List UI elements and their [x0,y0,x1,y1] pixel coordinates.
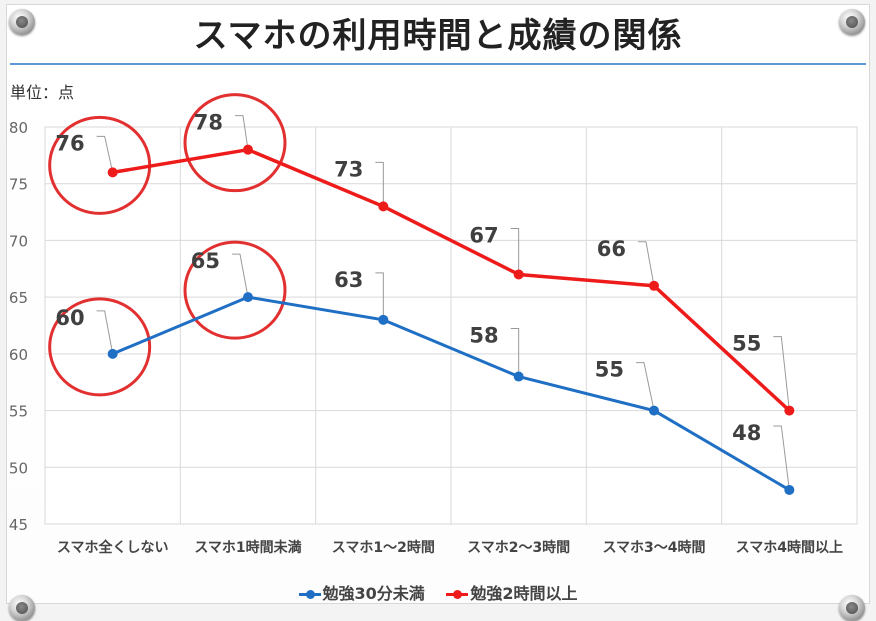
data-point [243,144,253,155]
data-point [649,280,659,291]
data-point [107,348,118,359]
legend: 勉強30分未満 勉強2時間以上 [0,580,876,604]
data-label: 76 [55,131,84,155]
legend-item-series-1[interactable]: 勉強30分未満 [298,580,425,604]
data-label: 63 [334,268,363,292]
data-point [513,269,524,280]
label-leader-line [510,328,520,377]
y-tick-label: 80 [9,119,28,137]
data-point [784,484,795,495]
label-leader-line [375,161,384,207]
data-label: 78 [194,111,223,135]
x-tick-label: スマホ2〜3時間 [467,539,570,556]
label-leader-line [773,336,790,411]
y-tick-label: 65 [9,289,28,307]
data-point [378,201,389,212]
data-label: 73 [334,157,363,181]
title-divider [10,63,866,65]
label-leader-line [636,362,655,411]
data-label: 66 [597,237,626,261]
data-label: 65 [191,249,220,273]
highlight-circle [183,93,287,193]
data-point [649,405,659,416]
y-tick-label: 55 [9,403,28,421]
data-label: 58 [469,324,498,348]
label-leader-line [96,310,114,354]
label-leader-line [96,135,114,173]
data-point [243,292,253,303]
x-tick-label: スマホ3〜4時間 [602,539,705,556]
legend-label: 勉強30分未満 [322,584,425,603]
y-tick-label: 60 [9,346,28,364]
x-tick-label: スマホ1時間未満 [194,539,301,556]
label-leader-line [510,227,520,275]
label-leader-line [375,272,384,320]
data-label: 55 [595,358,624,382]
x-tick-label: スマホ1〜2時間 [332,539,435,556]
chart-title: スマホの利用時間と成績の関係 [193,16,683,56]
data-point [107,167,118,178]
x-tick-label: スマホ4時間以上 [736,539,843,556]
data-label: 55 [732,332,761,356]
screw-top-left-icon [9,9,35,35]
y-tick-label: 45 [9,516,28,534]
screw-top-right-icon [839,9,865,35]
data-point [784,405,795,416]
data-label: 67 [469,223,498,247]
y-tick-label: 50 [9,459,28,477]
legend-swatch [298,590,321,599]
x-tick-label: スマホ全くしない [57,539,169,556]
label-leader-line [638,241,655,286]
legend-label: 勉強2時間以上 [470,584,578,603]
data-label: 48 [732,421,761,445]
y-tick-label: 70 [9,232,28,250]
data-label: 60 [55,306,84,330]
data-point [378,314,389,325]
legend-item-series-2[interactable]: 勉強2時間以上 [446,580,578,604]
legend-swatch [446,590,469,599]
series-line [112,147,791,412]
data-point [513,371,524,382]
label-leader-line [235,115,249,150]
label-leader-line [232,253,249,298]
unit-label: 単位：点 [10,83,75,102]
y-tick-label: 75 [9,176,28,194]
label-leader-line [773,425,790,491]
highlight-circle [183,240,287,340]
series-line [112,295,791,492]
highlight-circle [48,297,152,397]
